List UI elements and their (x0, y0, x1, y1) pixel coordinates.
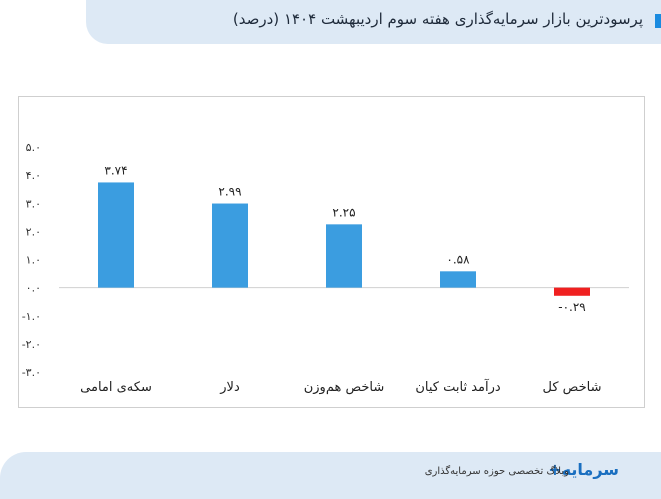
chart-frame: ۵.۰ ۴.۰ ۳.۰ ۲.۰ ۱.۰ ۰.۰ -۱.۰ -۲.۰ -۳.۰ ۳.۷۴ سکه‌ی … (18, 96, 645, 408)
brand-logo: سرمایه+ (548, 460, 619, 479)
y-tick-label: -۲.۰ (22, 338, 41, 351)
data-label: -۰.۲۹ (558, 300, 585, 314)
y-tick-label: -۳.۰ (22, 366, 41, 379)
y-tick-label: ۵.۰ (26, 141, 41, 154)
category-label: درآمد ثابت کیان (415, 378, 501, 395)
footer-tagline: وبلاگ تخصصی حوزه سرمایه‌گذاری (424, 466, 569, 477)
y-tick-label: ۲.۰ (26, 225, 41, 238)
category-label: شاخص هم‌وزن (304, 380, 385, 395)
header-accent (655, 14, 661, 28)
data-label: ۲.۲۵ (332, 205, 355, 219)
bar (326, 224, 362, 288)
bar-chart: ۵.۰ ۴.۰ ۳.۰ ۲.۰ ۱.۰ ۰.۰ -۱.۰ -۲.۰ -۳.۰ ۳.۷۴ سکه‌ی … (22, 141, 629, 395)
category-label: دلار (219, 380, 240, 395)
category-label: شاخص کل (543, 380, 602, 395)
y-tick-label: ۱.۰ (26, 254, 41, 267)
data-label: ۳.۷۴ (104, 163, 127, 177)
y-tick-label: ۴.۰ (26, 169, 41, 182)
data-label: ۰.۵۸ (446, 252, 470, 266)
y-tick-label: ۰.۰ (26, 282, 41, 295)
bar (212, 203, 248, 288)
data-label: ۲.۹۹ (218, 185, 241, 199)
y-tick-label: -۱.۰ (22, 310, 41, 323)
header-panel (86, 0, 661, 44)
bar (554, 287, 590, 296)
chart-title: پرسودترین بازار سرمایه‌گذاری هفته سوم ار… (232, 10, 643, 28)
category-label: سکه‌ی امامی (80, 380, 152, 395)
y-tick-label: ۳.۰ (26, 197, 41, 210)
bar (98, 182, 134, 288)
footer-band (0, 452, 661, 499)
bar (440, 271, 476, 288)
